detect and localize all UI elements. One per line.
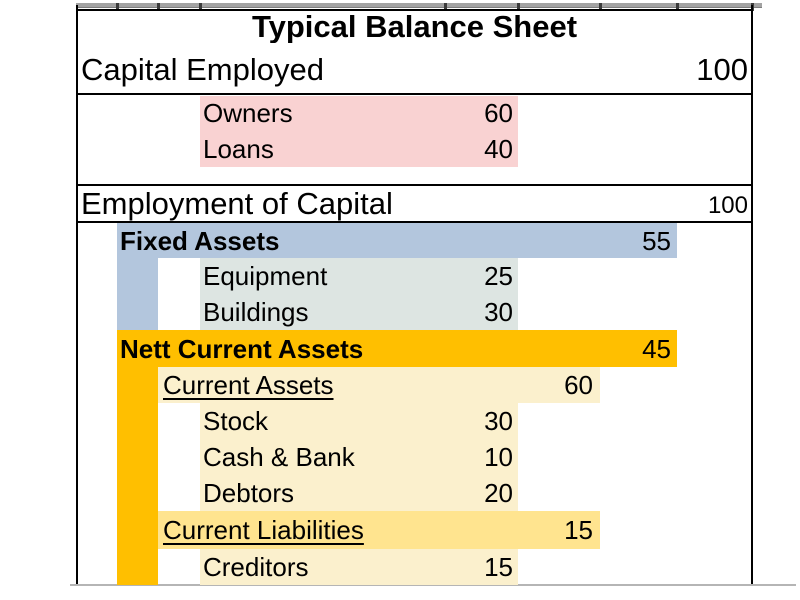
cell-cash-bank-label[interactable]: Cash & Bank	[203, 442, 355, 472]
fixed-assets-items-block	[200, 258, 518, 330]
cell-employment-of-capital-label[interactable]: Employment of Capital	[81, 186, 393, 221]
cell-creditors-value[interactable]: 15	[484, 552, 513, 582]
cell-nett-current-assets-value[interactable]: 45	[642, 333, 671, 364]
cell-creditors-label[interactable]: Creditors	[203, 552, 309, 582]
cell-nett-current-assets-label[interactable]: Nett Current Assets	[120, 333, 364, 364]
nett-current-assets-bar	[117, 330, 677, 367]
cell-stock-value[interactable]: 30	[484, 406, 513, 436]
column-tick	[676, 3, 679, 11]
owners-loans-block	[200, 96, 518, 167]
cell-cash-bank-value[interactable]: 10	[484, 442, 513, 472]
column-tick	[116, 3, 119, 11]
cell-loans-value[interactable]: 40	[484, 134, 513, 164]
cell-owners-label[interactable]: Owners	[203, 98, 293, 128]
column-tick	[157, 3, 160, 11]
cell-capital-employed-value[interactable]: 100	[696, 51, 748, 87]
cell-loans-label[interactable]: Loans	[203, 134, 274, 164]
cell-current-assets-label[interactable]: Current Assets	[163, 370, 334, 400]
cell-employment-of-capital-value[interactable]: 100	[707, 191, 748, 219]
cell-fixed-assets-label[interactable]: Fixed Assets	[120, 225, 280, 256]
creditors-block	[200, 549, 518, 585]
cell-fixed-assets-value[interactable]: 55	[642, 225, 671, 256]
current-assets-items-block	[200, 403, 518, 511]
column-tick	[444, 3, 447, 11]
nett-current-assets-side-strip	[117, 367, 158, 585]
column-grid-strip	[76, 3, 762, 8]
current-liabilities-bar	[158, 511, 600, 549]
column-tick	[199, 3, 202, 11]
fixed-assets-bar	[117, 223, 677, 258]
cell-current-assets-value[interactable]: 60	[564, 370, 593, 400]
column-tick	[517, 3, 520, 11]
current-assets-bar	[158, 367, 600, 403]
cell-capital-employed-label[interactable]: Capital Employed	[81, 51, 324, 87]
cell-equipment-label[interactable]: Equipment	[203, 261, 328, 291]
cell-buildings-value[interactable]: 30	[484, 297, 513, 327]
cell-debtors-label[interactable]: Debtors	[203, 478, 295, 508]
sheet-left-border	[76, 5, 78, 585]
cell-current-liabilities-value[interactable]: 15	[564, 515, 593, 545]
title-cell[interactable]: Typical Balance Sheet	[76, 9, 753, 45]
column-tick	[599, 3, 602, 11]
fixed-assets-side-strip	[117, 258, 158, 330]
cell-owners-value[interactable]: 60	[484, 98, 513, 128]
sheet-bottom-gridline	[70, 584, 796, 586]
employment-of-capital-row[interactable]	[76, 184, 753, 223]
cell-stock-label[interactable]: Stock	[203, 406, 269, 436]
cell-debtors-value[interactable]: 20	[484, 478, 513, 508]
sheet-title: Typical Balance Sheet	[251, 9, 578, 44]
capital-employed-row[interactable]	[76, 43, 753, 95]
cell-equipment-value[interactable]: 25	[484, 261, 513, 291]
cell-buildings-label[interactable]: Buildings	[203, 297, 309, 327]
sheet-right-border	[751, 5, 753, 585]
cell-current-liabilities-label[interactable]: Current Liabilities	[163, 515, 364, 545]
